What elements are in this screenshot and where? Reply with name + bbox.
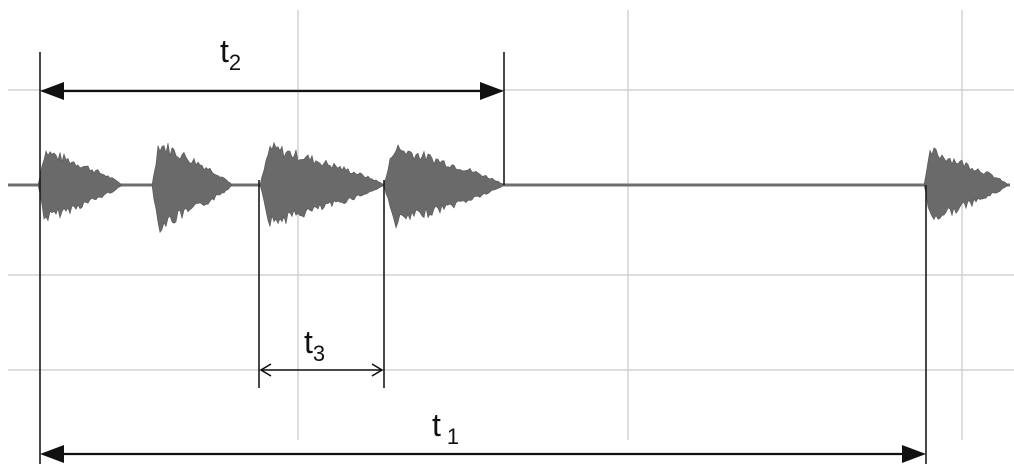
label-t1-subscript: 1: [447, 424, 459, 449]
label-t1-letter: t: [432, 407, 441, 443]
label-t3-letter: t: [304, 324, 313, 360]
grid: [8, 10, 1014, 440]
dimension-t3: t3: [259, 324, 384, 377]
label-t2-subscript: 2: [229, 50, 241, 75]
arrowhead-right-t2: [480, 82, 504, 100]
arrowhead-left-t2: [40, 82, 64, 100]
arrowhead-left-t1: [40, 445, 64, 463]
label-t2: t2: [220, 33, 241, 75]
signal-burst: [37, 150, 123, 222]
arrowhead-left-t3: [259, 363, 272, 377]
arrowhead-right-t3: [371, 363, 384, 377]
signal-bursts: [37, 141, 1009, 234]
label-t3-subscript: 3: [313, 341, 325, 366]
arrowhead-right-t1: [902, 445, 926, 463]
label-t2-letter: t: [220, 33, 229, 69]
signal-burst: [259, 141, 385, 227]
label-t3: t3: [304, 324, 325, 366]
signal-burst: [383, 144, 505, 229]
markers: [39, 52, 927, 464]
signal-burst: [151, 143, 233, 234]
dimension-t2: t2: [40, 33, 504, 100]
signal-burst: [923, 147, 1009, 221]
